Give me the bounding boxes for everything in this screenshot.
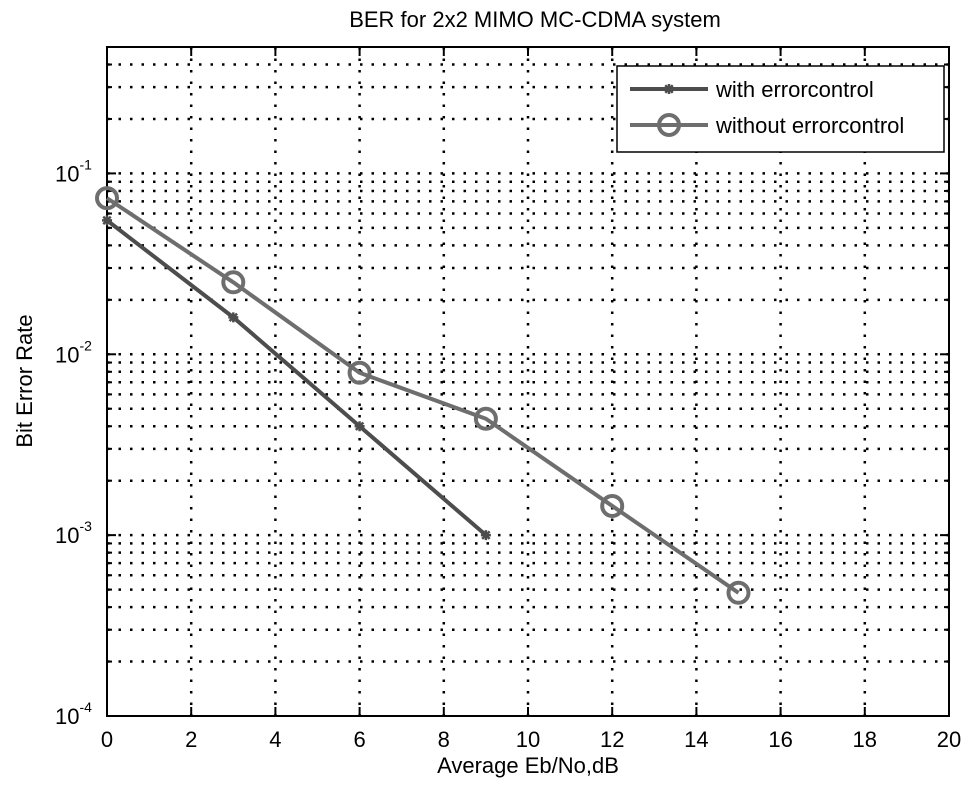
y-tick-label: 10-2 (55, 337, 92, 367)
data-point-with-errorcontrol (228, 312, 238, 322)
data-point-with-errorcontrol (481, 530, 491, 540)
y-tick-base: 10 (55, 161, 79, 186)
y-axis-label: Bit Error Rate (12, 314, 37, 447)
legend-label-with-errorcontrol: with errorcontrol (715, 77, 874, 102)
y-tick-base: 10 (55, 523, 79, 548)
legend-marker-with-errorcontrol (664, 84, 674, 94)
x-tick-label: 18 (853, 727, 877, 752)
y-tick-exponent: -2 (79, 337, 92, 353)
y-tick-exponent: -1 (79, 156, 92, 172)
y-tick-label: 10-1 (55, 156, 92, 186)
x-tick-label: 10 (516, 727, 540, 752)
y-tick-exponent: -4 (79, 699, 92, 715)
x-axis-label: Average Eb/No,dB (437, 753, 619, 778)
y-tick-base: 10 (55, 704, 79, 729)
data-point-with-errorcontrol (355, 421, 365, 431)
x-tick-label: 8 (438, 727, 450, 752)
x-tick-label: 14 (684, 727, 708, 752)
y-tick-exponent: -3 (79, 518, 92, 534)
series-line-without-errorcontrol (107, 198, 739, 593)
y-tick-base: 10 (55, 342, 79, 367)
x-tick-label: 4 (269, 727, 281, 752)
x-tick-label: 2 (185, 727, 197, 752)
chart-title: BER for 2x2 MIMO MC-CDMA system (349, 7, 721, 32)
data-point-with-errorcontrol (102, 215, 112, 225)
y-tick-label: 10-3 (55, 518, 92, 548)
x-tick-label: 20 (937, 727, 961, 752)
legend: with errorcontrol without errorcontrol (617, 66, 944, 152)
x-tick-label: 6 (353, 727, 365, 752)
data-series (97, 188, 749, 603)
legend-label-without-errorcontrol: without errorcontrol (715, 113, 904, 138)
x-tick-label: 12 (600, 727, 624, 752)
x-tick-label: 0 (101, 727, 113, 752)
x-tick-label: 16 (768, 727, 792, 752)
y-tick-label: 10-4 (55, 699, 92, 729)
